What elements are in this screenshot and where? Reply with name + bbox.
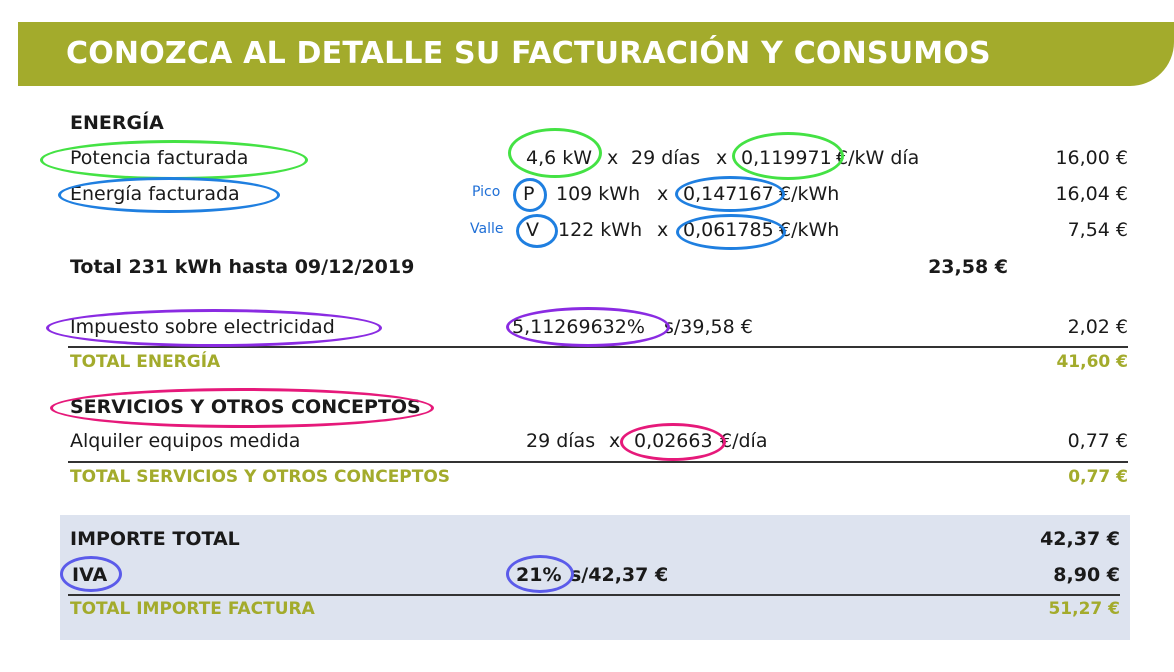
total-kwh-amount: 23,58 € xyxy=(928,256,1008,278)
iva-amount: 8,90 € xyxy=(1053,564,1120,586)
valle-tag: Valle xyxy=(470,221,504,237)
pico-unit: €/kWh xyxy=(779,183,840,205)
annotation-ellipse-potencia-label xyxy=(40,140,308,180)
divider-servicios xyxy=(68,461,1128,463)
importe-total-amount: 42,37 € xyxy=(1040,528,1120,550)
alquiler-x: x xyxy=(609,430,621,452)
total-kwh-label: Total 231 kWh hasta 09/12/2019 xyxy=(70,256,415,278)
total-energia-amount: 41,60 € xyxy=(1056,352,1128,372)
annotation-ellipse-pico-price xyxy=(675,176,785,212)
annotation-ellipse-servicios-label xyxy=(50,388,434,428)
annotation-ellipse-valle-price xyxy=(676,214,786,250)
annotation-circle-valle xyxy=(516,214,558,248)
potencia-unit: €/kW día xyxy=(836,147,920,169)
alquiler-label: Alquiler equipos medida xyxy=(70,430,301,452)
pico-kwh: 109 kWh xyxy=(556,183,641,205)
annotation-ellipse-impuesto-rate xyxy=(506,307,670,347)
summary-box xyxy=(60,515,1130,640)
pico-tag: Pico xyxy=(472,184,501,200)
annotation-ellipse-potencia-kw xyxy=(508,128,602,178)
importe-total-label: IMPORTE TOTAL xyxy=(70,528,240,550)
pico-amount: 16,04 € xyxy=(1055,183,1128,205)
total-factura-label: TOTAL IMPORTE FACTURA xyxy=(70,599,315,619)
annotation-ellipse-impuesto-label xyxy=(46,309,382,347)
divider-energia xyxy=(68,346,1128,348)
valle-kwh: 122 kWh xyxy=(558,219,643,241)
total-factura-amount: 51,27 € xyxy=(1048,599,1120,619)
annotation-ellipse-potencia-price xyxy=(732,132,844,180)
potencia-amount: 16,00 € xyxy=(1055,147,1128,169)
energia-section-label: ENERGÍA xyxy=(70,112,164,134)
alquiler-unit: €/día xyxy=(720,430,768,452)
annotation-ellipse-iva-rate xyxy=(506,555,574,593)
annotation-circle-pico xyxy=(513,178,547,212)
valle-unit: €/kWh xyxy=(779,219,840,241)
alquiler-amount: 0,77 € xyxy=(1067,430,1128,452)
valle-x: x xyxy=(657,219,669,241)
potencia-x2: x xyxy=(716,147,728,169)
impuesto-amount: 2,02 € xyxy=(1067,316,1128,338)
impuesto-base: s/39,58 € xyxy=(664,316,753,338)
total-energia-label: TOTAL ENERGÍA xyxy=(70,352,221,372)
alquiler-days: 29 días xyxy=(526,430,596,452)
total-servicios-amount: 0,77 € xyxy=(1068,467,1128,487)
page-title: CONOZCA AL DETALLE SU FACTURACIÓN Y CONS… xyxy=(66,36,991,71)
annotation-ellipse-energia-label xyxy=(58,177,280,213)
valle-amount: 7,54 € xyxy=(1067,219,1128,241)
potencia-x1: x xyxy=(607,147,619,169)
potencia-days: 29 días xyxy=(631,147,701,169)
pico-x: x xyxy=(657,183,669,205)
header-band: CONOZCA AL DETALLE SU FACTURACIÓN Y CONS… xyxy=(18,22,1174,86)
total-servicios-label: TOTAL SERVICIOS Y OTROS CONCEPTOS xyxy=(70,467,451,487)
annotation-ellipse-alquiler-price xyxy=(620,423,726,461)
divider-summary xyxy=(68,594,1120,596)
annotation-ellipse-iva-label xyxy=(60,556,122,592)
iva-base: s/42,37 € xyxy=(570,564,669,586)
